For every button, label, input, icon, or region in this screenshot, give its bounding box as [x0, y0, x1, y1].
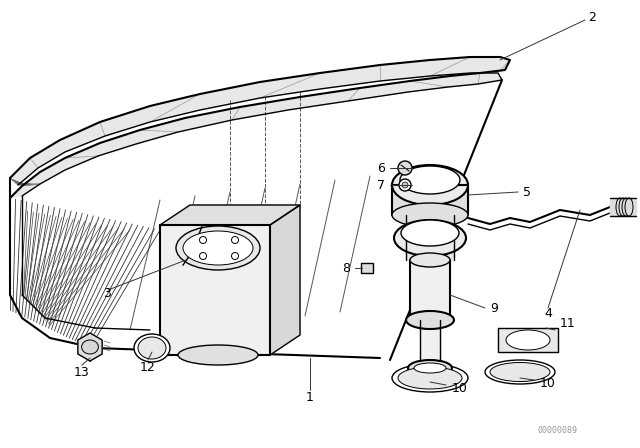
Polygon shape [406, 215, 454, 260]
Polygon shape [10, 57, 510, 198]
Ellipse shape [619, 198, 627, 216]
Ellipse shape [408, 360, 452, 376]
Ellipse shape [392, 203, 468, 227]
Ellipse shape [400, 166, 460, 194]
Ellipse shape [176, 226, 260, 270]
Text: 2: 2 [588, 10, 596, 23]
Text: 8: 8 [342, 262, 350, 275]
Polygon shape [498, 328, 558, 352]
Ellipse shape [392, 364, 468, 392]
Circle shape [232, 253, 239, 259]
Polygon shape [270, 205, 300, 355]
Ellipse shape [506, 330, 550, 350]
Ellipse shape [622, 198, 630, 216]
Text: 00000089: 00000089 [537, 426, 577, 435]
Polygon shape [420, 320, 440, 368]
Ellipse shape [406, 311, 454, 329]
Circle shape [399, 179, 411, 191]
Circle shape [398, 161, 412, 175]
Text: 12: 12 [140, 361, 156, 374]
Circle shape [402, 182, 408, 188]
Ellipse shape [138, 337, 166, 359]
Polygon shape [410, 260, 450, 320]
Ellipse shape [183, 231, 253, 265]
Text: 9: 9 [490, 302, 498, 314]
Circle shape [232, 237, 239, 244]
Text: 13: 13 [74, 366, 90, 379]
Ellipse shape [134, 334, 170, 362]
Text: 1: 1 [306, 391, 314, 404]
Polygon shape [610, 198, 636, 216]
Ellipse shape [392, 165, 468, 205]
Polygon shape [160, 205, 300, 225]
Ellipse shape [410, 253, 450, 267]
Ellipse shape [625, 198, 633, 216]
Text: 10: 10 [540, 376, 556, 389]
Text: 10: 10 [452, 382, 468, 395]
Ellipse shape [394, 220, 466, 256]
Ellipse shape [398, 367, 462, 389]
Circle shape [200, 253, 207, 259]
Bar [361, 263, 373, 273]
Ellipse shape [401, 220, 459, 246]
Ellipse shape [485, 360, 555, 384]
Ellipse shape [490, 362, 550, 382]
Text: 4: 4 [544, 306, 552, 319]
Ellipse shape [616, 198, 624, 216]
Polygon shape [160, 225, 270, 355]
Ellipse shape [178, 345, 258, 365]
Text: 6: 6 [377, 161, 385, 175]
Text: 5: 5 [523, 185, 531, 198]
Polygon shape [392, 185, 468, 215]
Ellipse shape [414, 363, 446, 373]
Ellipse shape [82, 340, 99, 354]
Text: 3: 3 [103, 287, 111, 300]
Text: 7: 7 [377, 178, 385, 191]
Circle shape [200, 237, 207, 244]
Text: 11: 11 [560, 316, 576, 329]
Polygon shape [78, 333, 102, 361]
